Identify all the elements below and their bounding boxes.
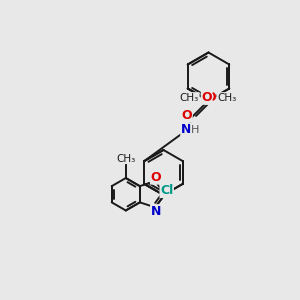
Text: O: O (151, 171, 161, 184)
Text: H: H (191, 124, 199, 135)
Text: O: O (182, 109, 192, 122)
Text: CH₃: CH₃ (217, 93, 236, 103)
Text: CH₃: CH₃ (116, 154, 135, 164)
Text: N: N (181, 123, 191, 136)
Text: O: O (201, 91, 212, 104)
Text: N: N (151, 205, 161, 218)
Text: CH₃: CH₃ (180, 93, 199, 103)
Text: Cl: Cl (160, 184, 173, 197)
Text: O: O (205, 91, 216, 104)
